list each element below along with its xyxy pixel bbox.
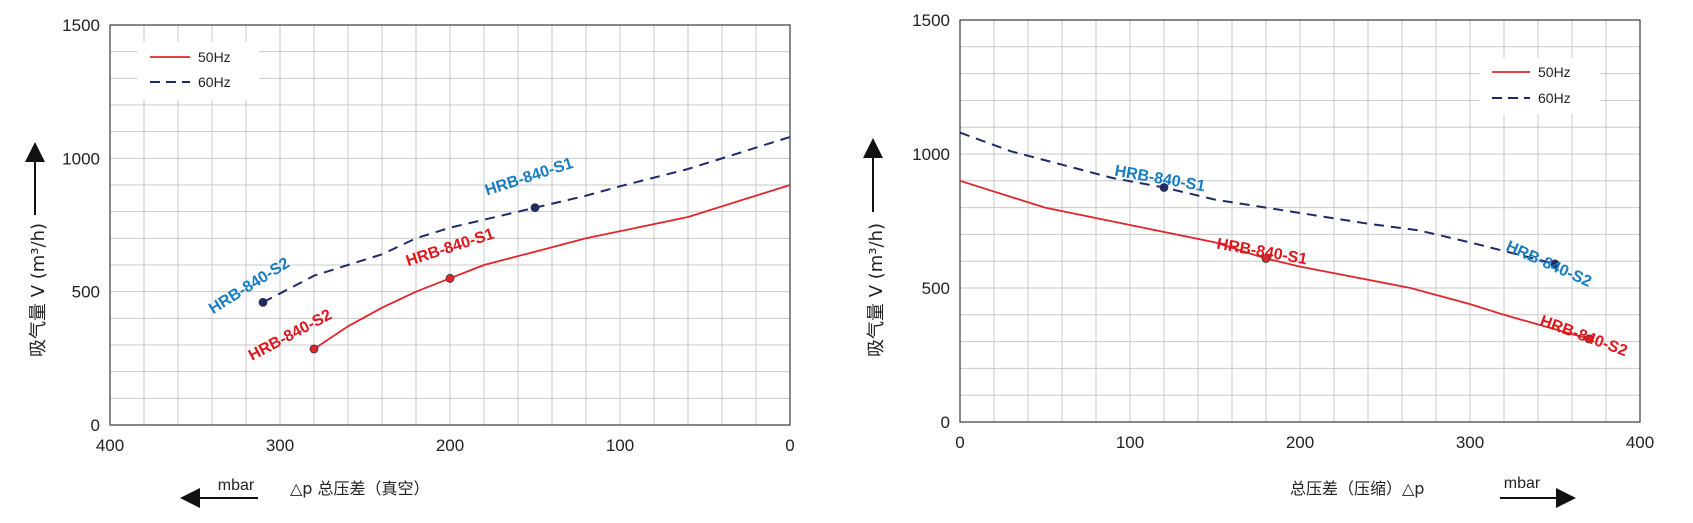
legend-box: [1480, 58, 1600, 114]
point-label: HRB-840-S2: [1538, 313, 1630, 360]
plot-frame: [959, 19, 1641, 423]
y-tick-label: 1500: [62, 16, 100, 35]
series-line-50hz: [313, 184, 791, 350]
series-line-60hz: [959, 131, 1556, 265]
x-unit-label: mbar: [218, 477, 255, 494]
x-tick-label: 100: [1116, 433, 1144, 452]
x-tick-label: 400: [1626, 433, 1654, 452]
legend-label-60hz: 60Hz: [198, 74, 231, 90]
x-tick-label: 100: [606, 436, 634, 455]
data-point-hrb-840-s1: [530, 203, 540, 213]
data-point-hrb-840-s2: [258, 297, 268, 307]
point-label: HRB-840-S2: [1503, 238, 1594, 291]
legend: 50Hz 60Hz: [137, 42, 259, 100]
grid: [110, 25, 790, 425]
point-label: HRB-840-S2: [246, 306, 335, 364]
y-tick-label: 500: [922, 279, 950, 298]
compression-chart: HRB-840-S1 HRB-840-S2 HRB-840-S1 HRB-840-S2…: [863, 11, 1654, 508]
y-tick-label: 0: [91, 416, 100, 435]
x-tick-label: 200: [1286, 433, 1314, 452]
data-point-hrb-840-s1: [445, 273, 455, 283]
x-tick-label: 0: [785, 436, 794, 455]
data-point-hrb-840-s2: [1584, 334, 1594, 344]
legend-label-50hz: 50Hz: [1538, 64, 1571, 80]
plot-frame: [109, 24, 791, 426]
x-tick-label: 200: [436, 436, 464, 455]
y-axis-label: 吸气量 V (m³/h): [866, 223, 887, 357]
point-label: HRB-840-S1: [1215, 236, 1308, 269]
series-group: [959, 131, 1590, 340]
tick-labels: 0 100 200 300 400 0 500 1000 1500: [912, 11, 1654, 452]
legend-box: [137, 42, 259, 100]
y-axis-label: 吸气量 V (m³/h): [28, 223, 49, 357]
series-line-60hz: [262, 136, 791, 304]
y-tick-label: 500: [72, 283, 100, 302]
legend: 50Hz 60Hz: [1480, 58, 1600, 114]
x-unit-label: mbar: [1504, 475, 1541, 492]
y-tick-label: 0: [941, 413, 950, 432]
vacuum-chart: HRB-840-S1HRB-840-S2HRB-840-S1HRB-840-S2…: [25, 16, 795, 508]
point-label: HRB-840-S1: [483, 155, 575, 200]
data-point-hrb-840-s2: [1550, 259, 1560, 269]
x-tick-label: 400: [96, 436, 124, 455]
x-tick-label: 300: [266, 436, 294, 455]
data-point-hrb-840-s1: [1159, 183, 1169, 192]
point-label: HRB-840-S1: [1113, 163, 1206, 196]
x-tick-label: 300: [1456, 433, 1484, 452]
legend-label-50hz: 50Hz: [198, 49, 231, 65]
x-tick-label: 0: [955, 433, 964, 452]
data-point-hrb-840-s1: [1261, 254, 1271, 263]
x-axis-label: △p 总压差（真空）: [290, 479, 430, 498]
y-tick-label: 1000: [912, 145, 950, 164]
y-tick-label: 1000: [62, 149, 100, 168]
legend-label-60hz: 60Hz: [1538, 90, 1571, 106]
data-point-hrb-840-s2: [309, 344, 319, 354]
series-line-50hz: [959, 179, 1590, 340]
y-tick-label: 1500: [912, 11, 950, 30]
x-axis-label: 总压差（压缩）△p: [1290, 479, 1424, 498]
series-group: [262, 136, 791, 350]
